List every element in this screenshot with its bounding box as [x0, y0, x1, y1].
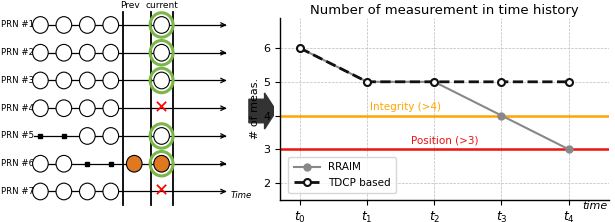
Circle shape: [103, 128, 119, 144]
Text: Integrity (>4): Integrity (>4): [370, 102, 442, 112]
Circle shape: [79, 44, 95, 61]
Text: PRN #2: PRN #2: [1, 48, 34, 57]
Text: Prev: Prev: [120, 1, 140, 10]
Text: current: current: [145, 1, 178, 10]
Text: PRN #7: PRN #7: [1, 187, 34, 196]
Circle shape: [103, 183, 119, 200]
Circle shape: [33, 72, 48, 89]
Circle shape: [33, 100, 48, 117]
Text: PRN #5: PRN #5: [1, 131, 34, 141]
RRAIM: [565, 148, 572, 151]
Text: PRN #4: PRN #4: [1, 104, 34, 113]
Circle shape: [154, 72, 169, 89]
Circle shape: [79, 183, 95, 200]
TDCP based: [296, 47, 304, 50]
Circle shape: [103, 72, 119, 89]
Circle shape: [56, 155, 72, 172]
Text: time: time: [582, 202, 608, 212]
Text: ✕: ✕: [154, 99, 169, 117]
Circle shape: [103, 17, 119, 33]
FancyArrow shape: [249, 93, 276, 129]
Circle shape: [103, 44, 119, 61]
TDCP based: [565, 81, 572, 83]
Text: PRN #3: PRN #3: [1, 76, 34, 85]
Title: Number of measurement in time history: Number of measurement in time history: [310, 4, 579, 17]
Text: Time: Time: [231, 191, 252, 200]
Text: PRN #6: PRN #6: [1, 159, 34, 168]
Circle shape: [79, 128, 95, 144]
RRAIM: [430, 81, 438, 83]
Legend: RRAIM, TDCP based: RRAIM, TDCP based: [288, 157, 395, 193]
Circle shape: [103, 100, 119, 117]
Circle shape: [56, 17, 72, 33]
Line: RRAIM: RRAIM: [296, 45, 572, 153]
Y-axis label: # of meas.: # of meas.: [250, 78, 260, 139]
Circle shape: [33, 17, 48, 33]
Circle shape: [33, 44, 48, 61]
Circle shape: [56, 100, 72, 117]
Circle shape: [56, 72, 72, 89]
RRAIM: [296, 47, 304, 50]
Circle shape: [154, 128, 169, 144]
TDCP based: [430, 81, 438, 83]
Circle shape: [56, 44, 72, 61]
RRAIM: [498, 114, 505, 117]
Circle shape: [79, 17, 95, 33]
Circle shape: [127, 155, 142, 172]
RRAIM: [363, 81, 371, 83]
Text: ✕: ✕: [154, 182, 169, 200]
Circle shape: [154, 44, 169, 61]
TDCP based: [363, 81, 371, 83]
Circle shape: [33, 155, 48, 172]
Circle shape: [56, 183, 72, 200]
Circle shape: [79, 100, 95, 117]
Circle shape: [79, 72, 95, 89]
Line: TDCP based: TDCP based: [296, 45, 572, 85]
Circle shape: [154, 155, 169, 172]
TDCP based: [498, 81, 505, 83]
Circle shape: [154, 17, 169, 33]
Circle shape: [33, 183, 48, 200]
Text: Position (>3): Position (>3): [411, 136, 478, 146]
Text: PRN #1: PRN #1: [1, 20, 34, 30]
